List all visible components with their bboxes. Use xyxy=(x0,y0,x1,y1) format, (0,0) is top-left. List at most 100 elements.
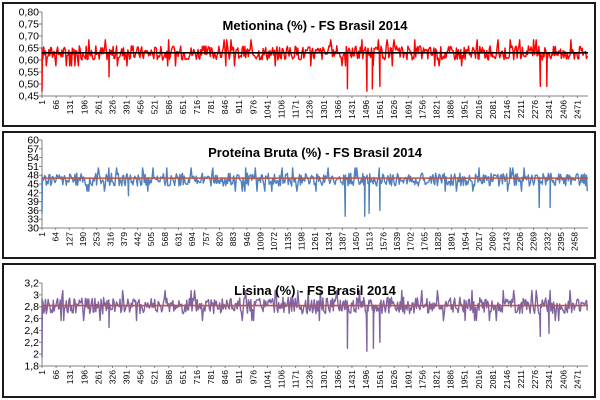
chart-title: Metionina (%) - FS Brasil 2014 xyxy=(223,18,409,33)
x-tick-label: 1236 xyxy=(305,100,315,119)
x-tick-label: 757 xyxy=(201,232,211,246)
x-tick-label: 2017 xyxy=(474,232,484,251)
x-tick-label: 911 xyxy=(234,370,244,384)
x-tick-label: 2406 xyxy=(558,370,568,389)
x-tick-label: 1041 xyxy=(262,370,272,389)
x-tick-label: 1691 xyxy=(403,370,413,389)
chart-panel-metionina: 0,45 0,50 0,55 0,60 0,65 0,70 0,75 0,80 1 66 131 19… xyxy=(2,2,596,127)
x-tick-label: 66 xyxy=(51,370,61,380)
x-tick-label: 1041 xyxy=(262,100,272,119)
x-tick-label: 1513 xyxy=(365,232,375,251)
x-tick-label: 2276 xyxy=(530,100,540,119)
y-tick-label: 2,2 xyxy=(24,337,39,349)
chart-metionina: 0,450,500,550,600,650,700,750,80 1 66 131 19… xyxy=(19,7,588,119)
x-tick-label: 131 xyxy=(65,100,75,114)
x-tick-label: 2081 xyxy=(488,100,498,119)
y-tick-label: 30 xyxy=(27,223,39,235)
x-tick-label: 66 xyxy=(51,100,61,110)
x-tick-label: 316 xyxy=(105,232,115,246)
x-tick-label: 846 xyxy=(220,100,230,114)
x-tick-label: 2211 xyxy=(516,370,526,389)
y-tick-label: 51 xyxy=(27,161,39,173)
x-tick-label: 1 xyxy=(37,370,47,375)
x-tick-label: 1561 xyxy=(375,370,385,389)
chart-title: Lisina (%) - FS Brasil 2014 xyxy=(234,283,397,298)
y-tick-label: 2,4 xyxy=(24,325,39,337)
y-tick-label: 0,55 xyxy=(19,67,40,79)
x-tick-label: 1756 xyxy=(417,370,427,389)
x-tick-label: 2276 xyxy=(530,370,540,389)
x-tick-label: 2341 xyxy=(544,370,554,389)
y-tick-label: 0,60 xyxy=(19,55,40,67)
x-tick-label: 1009 xyxy=(255,232,265,251)
y-tick-label: 36 xyxy=(27,205,39,217)
x-tick-label: 1171 xyxy=(291,100,301,119)
x-tick-label: 1387 xyxy=(337,232,347,251)
x-tick-label: 1954 xyxy=(460,232,470,251)
y-tick-label: 1,8 xyxy=(24,361,39,373)
chart-lisina: 1,822,22,42,62,833,2 1 66 131 196 261 326 391 45… xyxy=(24,278,588,389)
x-tick-label: 1106 xyxy=(277,370,287,389)
x-tick-label: 976 xyxy=(248,370,258,384)
x-tick-label: 1821 xyxy=(431,100,441,119)
x-tick-label: 456 xyxy=(136,100,146,114)
x-tick-label: 2016 xyxy=(474,370,484,389)
x-tick-label: 2211 xyxy=(516,100,526,119)
x-tick-label: 1171 xyxy=(291,370,301,389)
x-tick-label: 1891 xyxy=(447,232,457,251)
series-line xyxy=(41,289,588,358)
x-tick-label: 651 xyxy=(178,370,188,384)
y-tick-label: 0,70 xyxy=(19,31,40,43)
x-tick-label: 1691 xyxy=(403,100,413,119)
x-tick-label: 1951 xyxy=(460,100,470,119)
x-tick-label: 2395 xyxy=(556,232,566,251)
x-tick-label: 1886 xyxy=(446,370,456,389)
x-tick-label: 2081 xyxy=(488,370,498,389)
x-tick-label: 261 xyxy=(93,100,103,114)
x-tick-label: 2146 xyxy=(502,370,512,389)
x-tick-label: 1431 xyxy=(347,100,357,119)
x-tick-label: 883 xyxy=(228,232,238,246)
x-tick-label: 1431 xyxy=(347,370,357,389)
y-tick-label: 0,45 xyxy=(19,91,40,103)
x-tick-label: 1561 xyxy=(375,100,385,119)
x-tick-label: 1324 xyxy=(324,232,334,251)
x-tick-label: 1756 xyxy=(417,100,427,119)
x-tick-label: 716 xyxy=(192,370,202,384)
x-tick-label: 1366 xyxy=(333,370,343,389)
x-tick-label: 1626 xyxy=(389,370,399,389)
x-tick-label: 1236 xyxy=(305,370,315,389)
x-tick-label: 820 xyxy=(215,232,225,246)
x-tick-label: 196 xyxy=(79,370,89,384)
x-tick-label: 1072 xyxy=(269,232,279,251)
x-tick-label: 2332 xyxy=(542,232,552,251)
x-tick-label: 1106 xyxy=(277,100,287,119)
x-tick-label: 716 xyxy=(192,100,202,114)
y-tick-label: 0,75 xyxy=(19,19,40,31)
x-tick-label: 586 xyxy=(164,100,174,114)
x-tick-label: 1198 xyxy=(296,232,306,251)
x-tick-label: 2206 xyxy=(515,232,525,251)
x-tick-label: 64 xyxy=(51,232,61,242)
x-tick-label: 2143 xyxy=(501,232,511,251)
x-tick-label: 2341 xyxy=(544,100,554,119)
x-tick-label: 2080 xyxy=(488,232,498,251)
y-tick-label: 42 xyxy=(27,187,39,199)
x-tick-label: 131 xyxy=(65,370,75,384)
series-line xyxy=(41,167,588,217)
x-tick-label: 781 xyxy=(206,100,216,114)
x-tick-label: 1301 xyxy=(319,100,329,119)
x-tick-label: 521 xyxy=(150,370,160,384)
x-tick-label: 2471 xyxy=(572,370,582,389)
chart-panel-proteina-bruta: 30 33 36 39 42 45 48 51 54 57 60 1 64 127 190 253 316 379… xyxy=(2,131,596,259)
x-tick-label: 1450 xyxy=(351,232,361,251)
x-tick-label: 2458 xyxy=(570,232,580,251)
x-tick-label: 911 xyxy=(234,100,244,114)
x-tick-label: 456 xyxy=(136,370,146,384)
x-tick-label: 391 xyxy=(122,100,132,114)
x-tick-label: 976 xyxy=(248,100,258,114)
x-tick-label: 326 xyxy=(107,100,117,114)
x-tick-label: 1 xyxy=(37,232,47,237)
x-tick-label: 1828 xyxy=(433,232,443,251)
y-tick-label: 3,2 xyxy=(24,278,39,290)
